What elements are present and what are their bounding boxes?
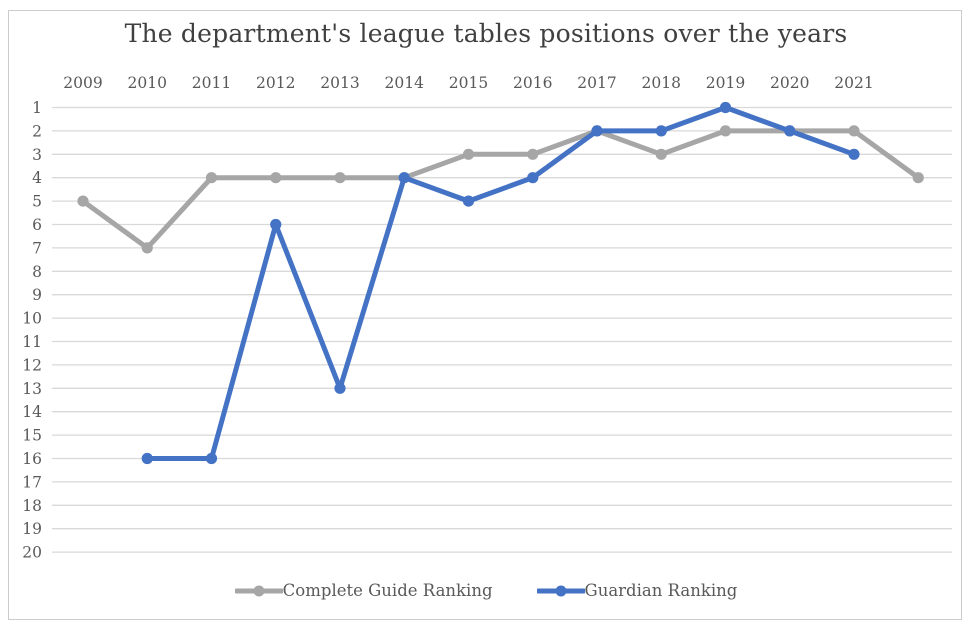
legend-marker-guardian-icon bbox=[536, 585, 585, 596]
y-tick-label: 10 bbox=[22, 310, 42, 328]
data-point-series-0 bbox=[270, 172, 282, 184]
x-tick-label: 2010 bbox=[128, 74, 167, 92]
x-tick-label: 2012 bbox=[256, 74, 295, 92]
y-tick-label: 18 bbox=[22, 497, 42, 515]
series-line-1 bbox=[144, 105, 857, 461]
y-tick-label: 4 bbox=[32, 169, 42, 187]
data-point-series-1 bbox=[205, 452, 218, 465]
data-point-series-0 bbox=[527, 148, 539, 160]
x-tick-label: 2015 bbox=[449, 74, 488, 92]
data-point-series-1 bbox=[141, 452, 153, 465]
y-tick-label: 7 bbox=[32, 239, 42, 257]
data-point-series-1 bbox=[462, 195, 475, 207]
y-tick-label: 2 bbox=[32, 122, 42, 140]
x-tick-label: 2013 bbox=[320, 74, 359, 92]
x-tick-label: 2011 bbox=[192, 74, 231, 92]
data-point-series-0 bbox=[77, 195, 89, 207]
data-point-series-0 bbox=[655, 148, 667, 160]
data-point-series-1 bbox=[398, 172, 410, 184]
x-tick-label: 2009 bbox=[63, 74, 102, 92]
data-point-series-1 bbox=[591, 125, 603, 137]
x-tick-label: 2014 bbox=[385, 74, 425, 92]
y-tick-label: 9 bbox=[32, 286, 42, 304]
data-point-series-0 bbox=[205, 172, 218, 184]
y-tick-label: 20 bbox=[22, 544, 42, 562]
legend-label-complete-guide: Complete Guide Ranking bbox=[282, 581, 493, 600]
data-point-series-1 bbox=[719, 101, 732, 114]
y-tick-label: 1 bbox=[32, 99, 42, 117]
y-tick-label: 14 bbox=[22, 403, 42, 421]
legend-item-guardian: Guardian Ranking bbox=[536, 581, 738, 600]
y-tick-label: 6 bbox=[32, 216, 42, 234]
x-tick-label: 2019 bbox=[706, 74, 745, 92]
chart-legend: Complete Guide Ranking Guardian Ranking bbox=[0, 581, 972, 600]
chart-frame bbox=[8, 10, 962, 620]
data-point-series-0 bbox=[719, 125, 732, 137]
data-point-series-0 bbox=[334, 172, 346, 184]
data-point-series-1 bbox=[334, 382, 346, 394]
data-point-series-1 bbox=[527, 172, 539, 184]
data-point-series-1 bbox=[655, 125, 667, 137]
data-point-series-1 bbox=[848, 148, 860, 160]
data-point-series-1 bbox=[270, 218, 282, 231]
x-tick-label: 2021 bbox=[834, 74, 873, 92]
y-tick-label: 11 bbox=[22, 333, 42, 351]
chart-title: The department's league tables positions… bbox=[124, 19, 848, 48]
x-tick-label: 2016 bbox=[513, 74, 552, 92]
data-point-series-0 bbox=[462, 148, 475, 160]
y-tick-label: 15 bbox=[22, 427, 42, 445]
y-tick-label: 3 bbox=[32, 146, 42, 164]
y-tick-label: 13 bbox=[22, 380, 42, 398]
y-tick-label: 5 bbox=[32, 193, 42, 211]
data-point-series-0 bbox=[141, 242, 153, 254]
series-line-0 bbox=[80, 128, 921, 251]
y-tick-label: 8 bbox=[32, 263, 42, 281]
data-point-series-1 bbox=[784, 125, 796, 137]
legend-item-complete-guide: Complete Guide Ranking bbox=[234, 581, 493, 600]
x-tick-label: 2017 bbox=[577, 74, 616, 92]
x-tick-label: 2018 bbox=[642, 74, 681, 92]
data-point-series-0 bbox=[848, 125, 860, 137]
data-point-series-0 bbox=[912, 172, 924, 184]
y-tick-label: 12 bbox=[22, 356, 42, 374]
legend-label-guardian: Guardian Ranking bbox=[584, 581, 738, 600]
x-tick-label: 2020 bbox=[770, 74, 809, 92]
y-tick-label: 16 bbox=[22, 450, 42, 468]
y-tick-label: 17 bbox=[22, 473, 42, 491]
legend-marker-complete-guide-icon bbox=[234, 585, 283, 596]
y-tick-label: 19 bbox=[22, 520, 42, 538]
